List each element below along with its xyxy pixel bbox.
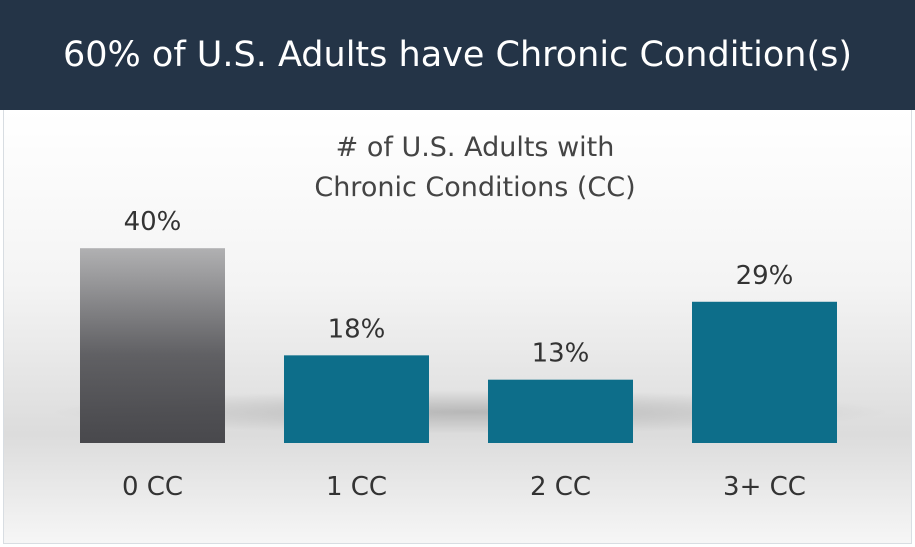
x-tick-label: 1 CC bbox=[326, 472, 387, 502]
value-label: 29% bbox=[736, 261, 794, 291]
bar bbox=[284, 355, 429, 443]
x-tick-label: 3+ CC bbox=[723, 472, 806, 502]
value-label: 13% bbox=[532, 339, 590, 369]
value-label: 18% bbox=[328, 314, 386, 344]
x-tick-label: 0 CC bbox=[122, 472, 183, 502]
value-label: 40% bbox=[124, 207, 182, 237]
chart-title: # of U.S. Adults with Chronic Conditions… bbox=[314, 132, 636, 203]
floor-shadow bbox=[50, 390, 890, 434]
bar bbox=[80, 248, 225, 443]
bar bbox=[692, 301, 837, 443]
bar bbox=[488, 379, 633, 443]
header-title: 60% of U.S. Adults have Chronic Conditio… bbox=[0, 0, 915, 110]
x-tick-label: 2 CC bbox=[530, 472, 591, 502]
